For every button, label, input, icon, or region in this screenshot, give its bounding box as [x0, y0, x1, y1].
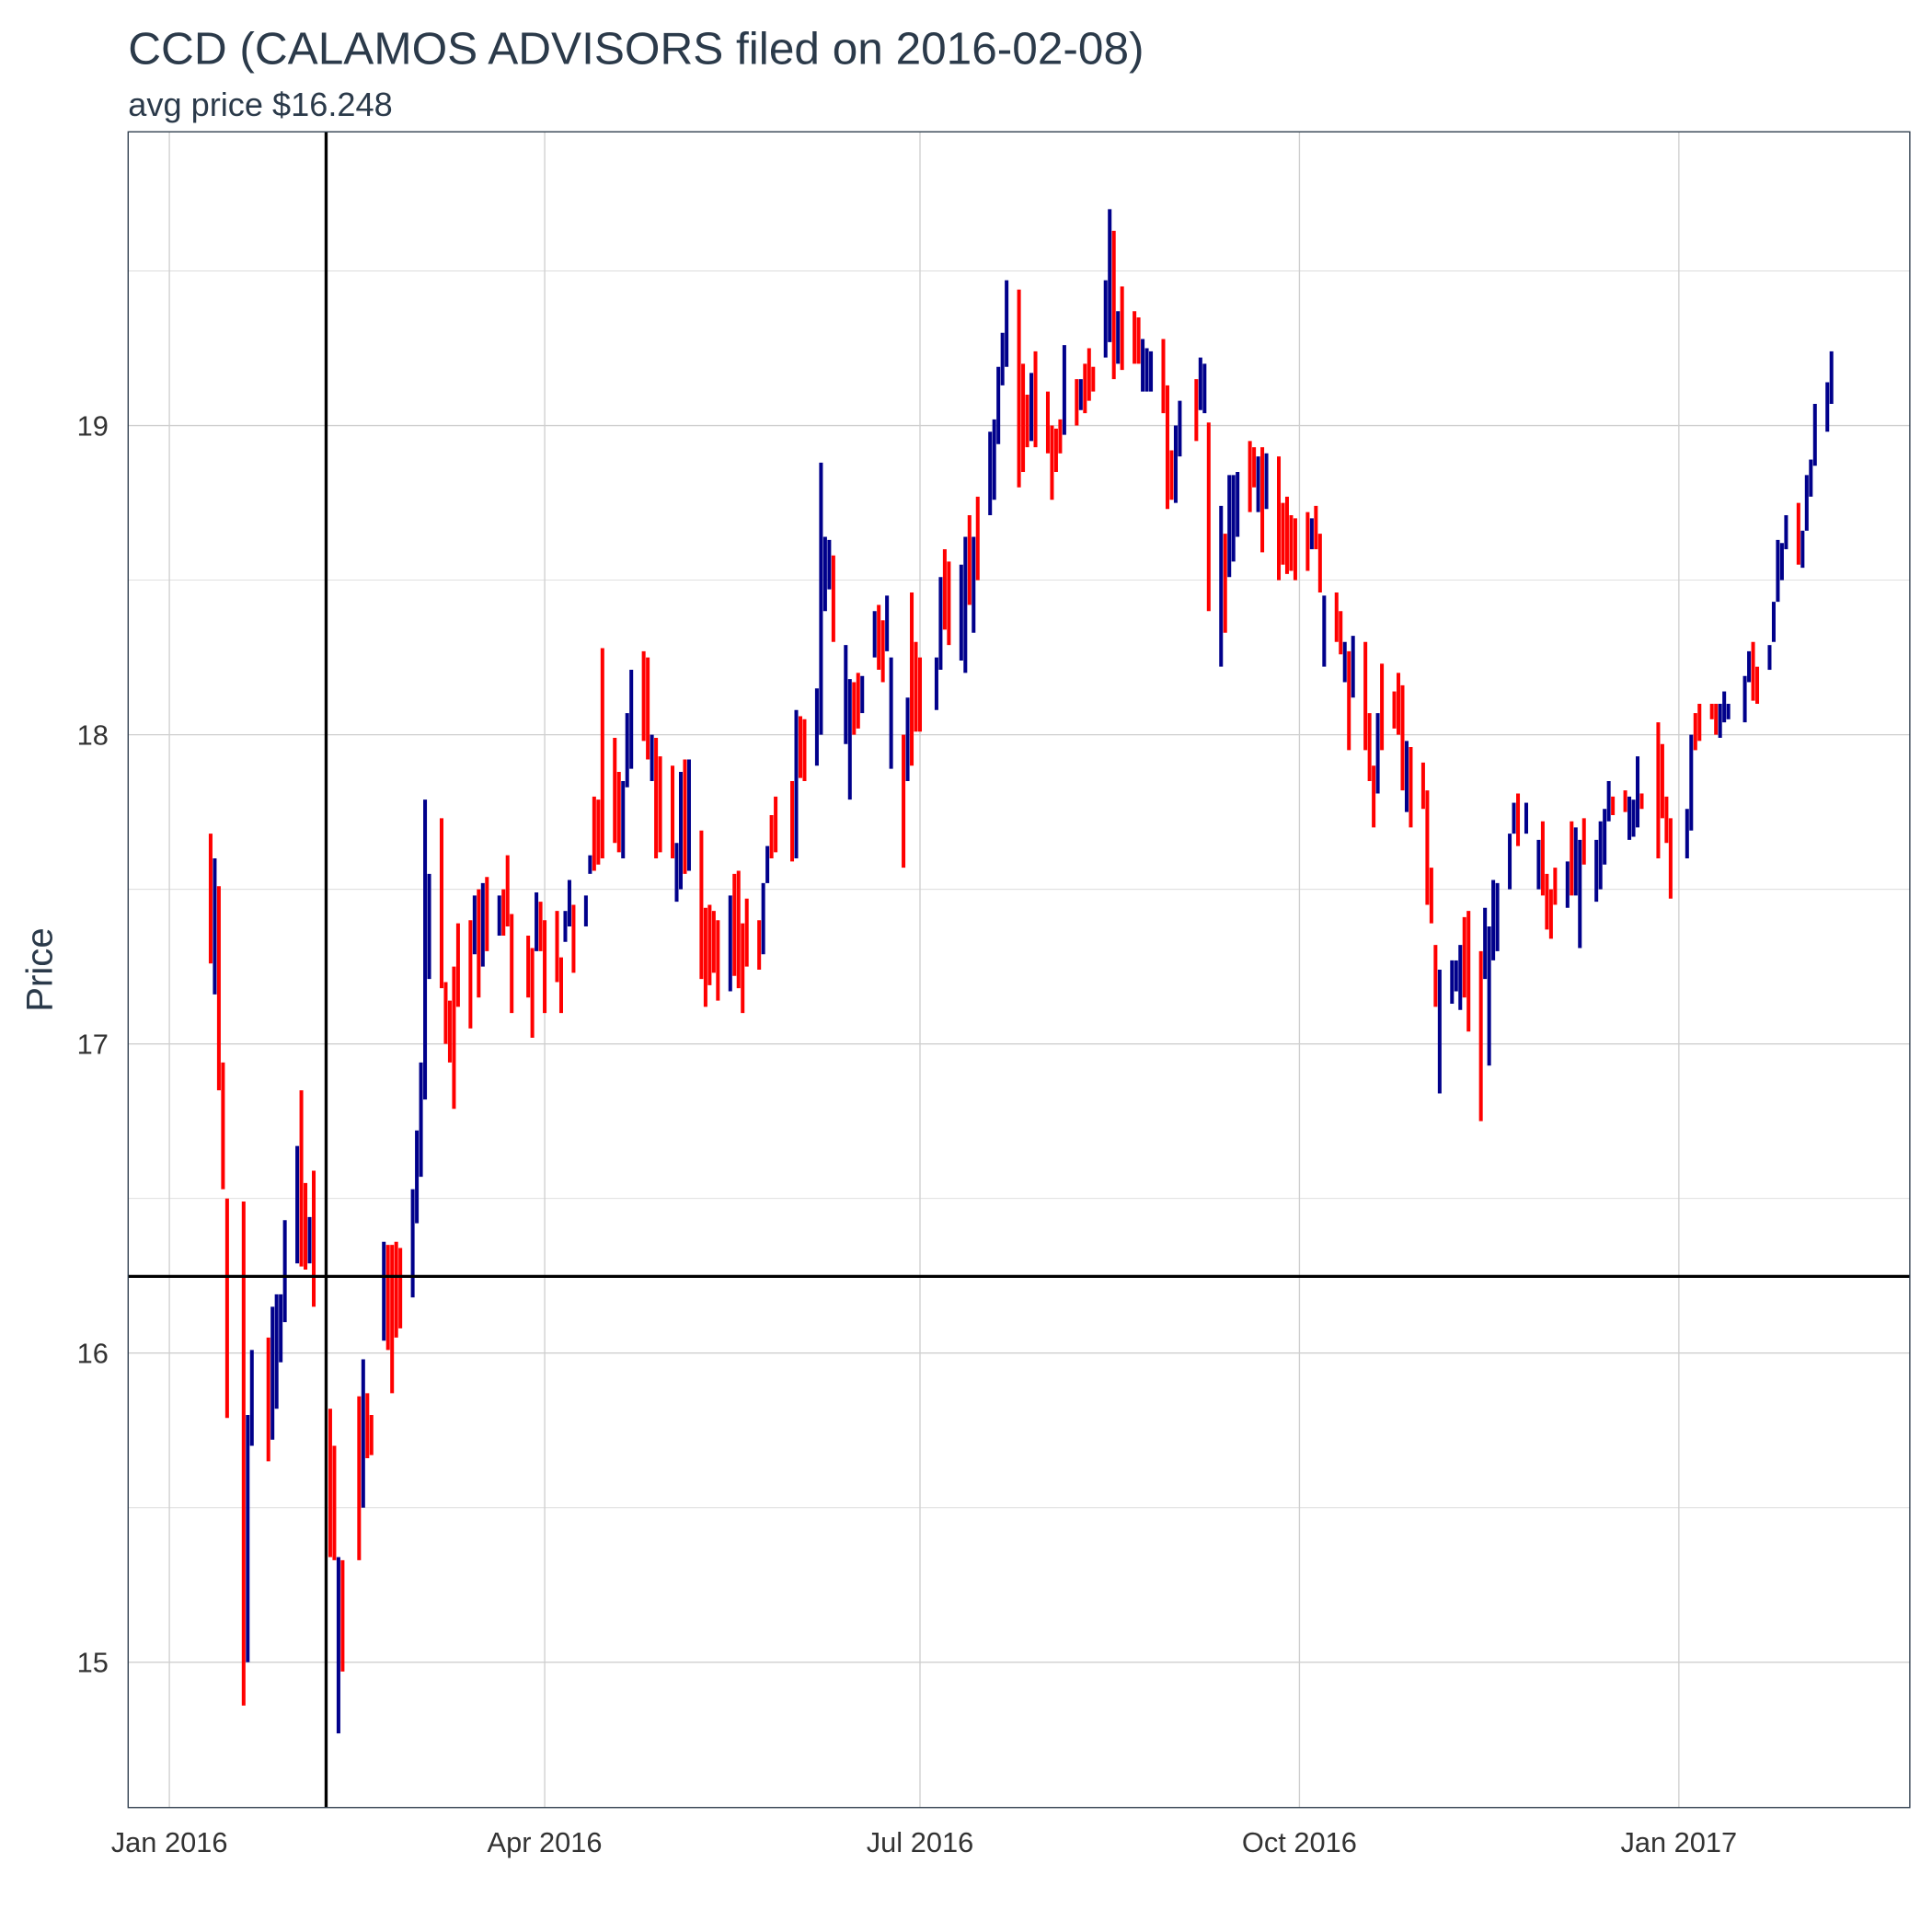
x-tick-label: Apr 2016: [488, 1826, 603, 1858]
chart-title: CCD (CALAMOS ADVISORS filed on 2016-02-0…: [128, 23, 1144, 75]
grid: [128, 132, 1910, 1808]
x-tick-label: Oct 2016: [1242, 1826, 1357, 1858]
y-tick-label: 15: [77, 1646, 109, 1678]
x-tick-label: Jan 2016: [111, 1826, 228, 1858]
y-axis-label: Price: [18, 927, 60, 1011]
x-tick-label: Jan 2017: [1620, 1826, 1737, 1858]
x-tick-label: Jul 2016: [867, 1826, 973, 1858]
chart-subtitle: avg price $16.248: [128, 86, 392, 123]
y-tick-label: 19: [77, 409, 109, 442]
reference-lines: [128, 132, 1910, 1808]
marks: [208, 209, 1834, 1734]
y-tick-label: 16: [77, 1337, 109, 1369]
plot-frame: [127, 131, 1911, 1809]
y-tick-label: 17: [77, 1028, 109, 1060]
y-tick-label: 18: [77, 719, 109, 751]
